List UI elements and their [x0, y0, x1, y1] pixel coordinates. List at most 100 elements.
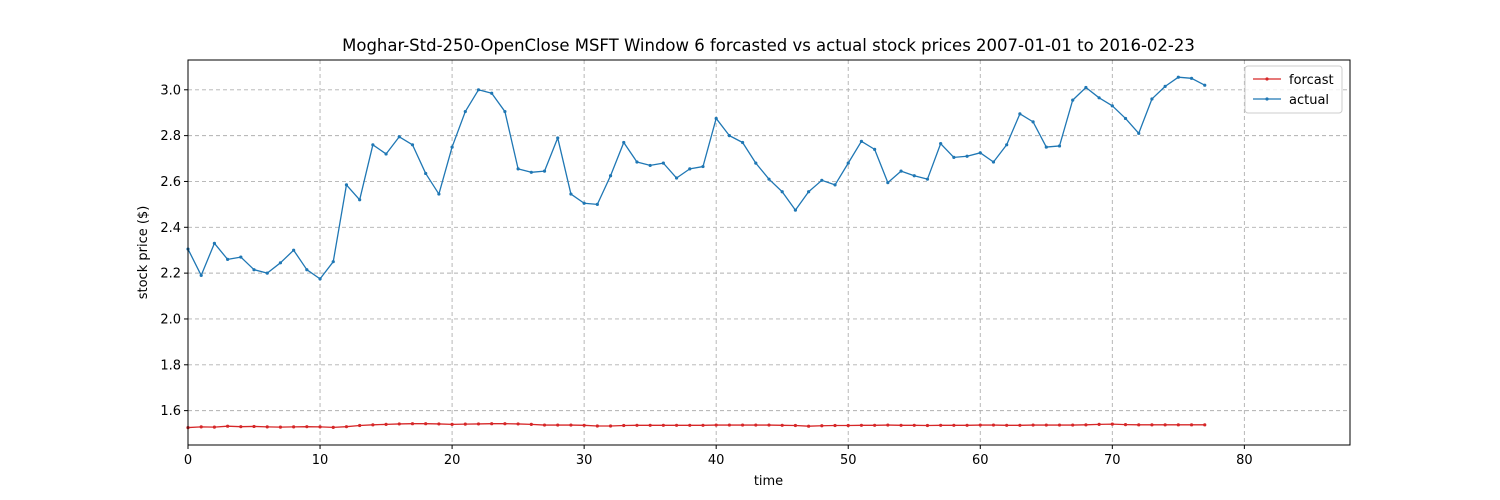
data-point-forcast — [635, 423, 639, 427]
plot-frame — [187, 59, 1351, 446]
data-point-forcast — [1071, 423, 1075, 427]
data-point-actual — [476, 88, 481, 92]
data-point-actual — [701, 164, 705, 169]
data-point-forcast — [740, 423, 745, 427]
data-point-actual — [397, 135, 401, 139]
data-point-actual — [648, 163, 652, 168]
data-point-actual — [265, 271, 269, 275]
data-point-forcast — [384, 422, 388, 426]
data-point-forcast — [595, 424, 599, 428]
data-point-actual — [1005, 143, 1009, 147]
data-point-forcast — [450, 422, 454, 426]
data-point-forcast — [490, 422, 494, 426]
data-point-forcast — [622, 423, 626, 428]
data-point-actual — [199, 273, 203, 278]
data-point-forcast — [1097, 422, 1101, 426]
data-point-forcast — [516, 422, 520, 426]
data-point-actual — [807, 190, 811, 194]
data-point-forcast — [199, 425, 203, 429]
data-point-forcast — [820, 424, 824, 428]
data-point-actual — [925, 177, 930, 181]
data-point-actual — [212, 241, 217, 245]
data-point-forcast — [476, 422, 481, 426]
data-point-actual — [635, 160, 639, 164]
data-point-actual — [754, 161, 758, 165]
data-point-actual — [516, 167, 520, 171]
data-point-actual — [1110, 104, 1114, 108]
data-point-forcast — [226, 424, 230, 428]
data-point-actual — [674, 176, 679, 180]
data-point-actual — [793, 208, 798, 212]
data-point-actual — [437, 192, 441, 196]
data-point-actual — [490, 91, 494, 95]
data-point-actual — [371, 143, 375, 147]
x-axis-label: time — [754, 474, 783, 489]
data-point-forcast — [859, 423, 864, 427]
legend-marker-forcast — [1265, 77, 1269, 81]
data-point-forcast — [767, 423, 771, 427]
data-point-forcast — [939, 423, 943, 427]
data-point-forcast — [331, 425, 335, 429]
data-point-actual — [780, 190, 784, 194]
data-point-actual — [833, 183, 837, 187]
data-point-actual — [529, 170, 533, 174]
data-point-actual — [622, 140, 626, 145]
data-point-forcast — [899, 423, 903, 427]
data-point-actual — [740, 140, 745, 145]
x-tick-label: 80 — [1236, 453, 1253, 468]
data-point-actual — [965, 154, 969, 158]
data-point-actual — [252, 268, 256, 272]
data-point-forcast — [463, 422, 467, 426]
data-point-forcast — [965, 423, 969, 427]
data-point-actual — [318, 277, 322, 281]
data-point-actual — [1031, 120, 1035, 124]
data-point-forcast — [358, 423, 362, 428]
data-point-forcast — [344, 425, 349, 429]
y-axis-label: stock price ($) — [136, 206, 151, 300]
data-point-forcast — [410, 422, 415, 426]
data-point-forcast — [529, 422, 533, 426]
x-tick-label: 50 — [840, 453, 857, 468]
x-axis: 0 10 20 30 40 50 60 70 80 — [184, 445, 1253, 468]
data-point-forcast — [397, 422, 401, 426]
data-point-forcast — [265, 425, 269, 429]
x-tick-label: 20 — [444, 453, 461, 468]
data-point-actual — [688, 167, 692, 171]
data-point-actual — [424, 171, 428, 176]
data-point-actual — [503, 109, 507, 114]
data-point-actual — [991, 160, 996, 164]
data-point-forcast — [1110, 422, 1114, 426]
data-point-actual — [1123, 116, 1128, 121]
data-point-forcast — [292, 425, 296, 429]
data-point-actual — [952, 155, 956, 159]
data-point-actual — [595, 202, 599, 206]
data-point-actual — [939, 142, 943, 146]
data-point-actual — [410, 143, 415, 147]
data-point-actual — [278, 261, 283, 265]
data-point-forcast — [1163, 423, 1167, 427]
data-point-actual — [542, 169, 547, 173]
data-point-forcast — [754, 423, 758, 427]
data-point-actual — [912, 174, 916, 178]
data-point-actual — [820, 178, 824, 182]
x-tick-label: 30 — [576, 453, 593, 468]
data-point-forcast — [925, 423, 930, 428]
data-point-actual — [899, 169, 903, 173]
data-point-actual — [727, 134, 731, 138]
data-point-forcast — [1005, 423, 1009, 427]
legend-marker-actual — [1265, 97, 1269, 101]
data-point-forcast — [503, 422, 507, 426]
data-point-actual — [1176, 75, 1180, 79]
data-point-forcast — [1137, 423, 1141, 427]
data-point-actual — [384, 152, 388, 156]
data-point-forcast — [991, 423, 996, 427]
data-point-actual — [714, 116, 718, 121]
data-point-actual — [1057, 144, 1062, 148]
data-point-forcast — [1189, 423, 1194, 427]
data-point-forcast — [371, 423, 375, 427]
y-tick-label: 1.6 — [160, 404, 181, 419]
data-point-actual — [1071, 98, 1075, 102]
data-point-actual — [1163, 84, 1167, 88]
legend: forcast actual — [1244, 65, 1343, 114]
